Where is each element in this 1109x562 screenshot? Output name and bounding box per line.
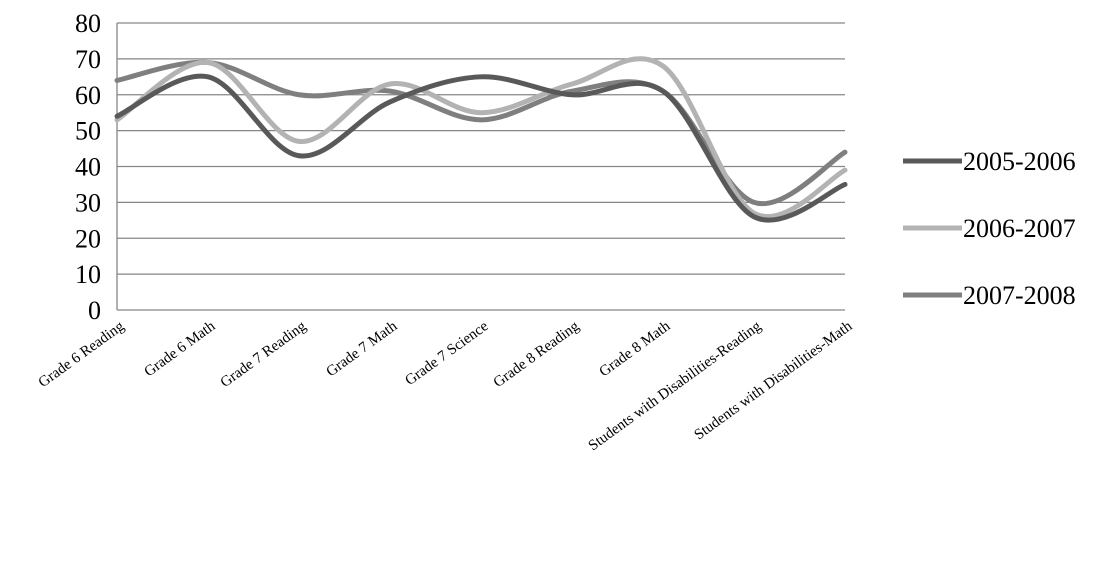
x-tick-label: Grade 8 Reading [491, 318, 583, 391]
legend: 2005-2006 2006-2007 2007-2008 [903, 147, 1076, 310]
gridlines [116, 22, 845, 311]
y-tick-label: 20 [75, 224, 101, 253]
x-tick-label: Students with Disabilities-Reading [586, 318, 765, 454]
series-lines [114, 56, 848, 223]
y-tick-label: 70 [75, 45, 101, 74]
x-tick-label: Grade 7 Math [324, 318, 401, 380]
series-line-2006-2007 [114, 56, 848, 219]
y-tick-label: 0 [88, 296, 101, 325]
y-tick-label: 60 [75, 81, 101, 110]
x-tick-label: Grade 8 Math [597, 318, 674, 380]
x-tick-label: Students with Disabilities-Math [692, 318, 856, 443]
y-tick-label: 40 [75, 153, 101, 182]
x-tick-label: Grade 7 Science [402, 318, 491, 389]
legend-label: 2005-2006 [963, 147, 1076, 176]
y-tick-label: 30 [75, 188, 101, 217]
x-tick-label: Grade 6 Reading [36, 318, 128, 391]
y-tick-label: 50 [75, 117, 101, 146]
legend-label: 2006-2007 [963, 214, 1076, 243]
series-line-2007-2008 [114, 59, 848, 207]
series-line-2005-2006 [114, 73, 848, 223]
y-tick-label: 10 [75, 260, 101, 289]
legend-label: 2007-2008 [963, 281, 1076, 310]
y-tick-label: 80 [75, 9, 101, 38]
x-tick-label: Grade 7 Reading [218, 318, 310, 391]
x-axis-tick-labels: Grade 6 Reading Grade 6 Math Grade 7 Readi… [36, 318, 856, 454]
y-axis-tick-labels: 0 10 20 30 40 50 60 70 80 [75, 9, 101, 325]
x-tick-label: Grade 6 Math [142, 318, 219, 380]
